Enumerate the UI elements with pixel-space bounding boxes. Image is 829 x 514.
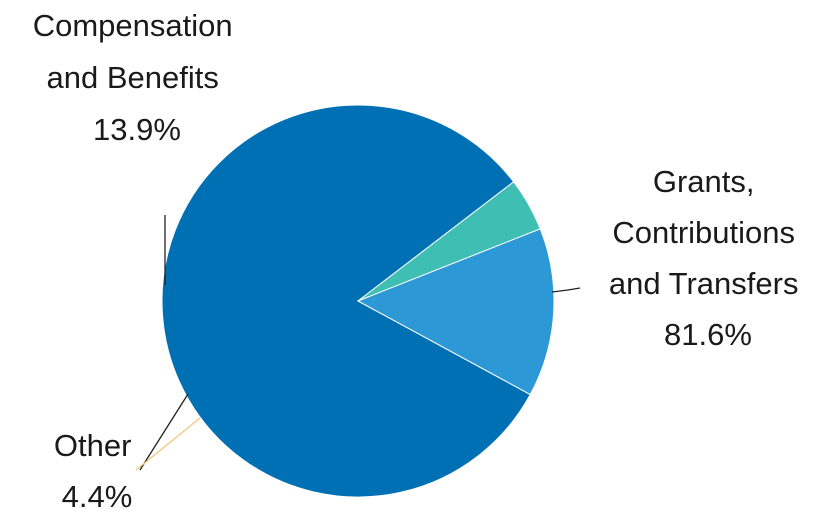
label-grants-contributions-transfers: Grants, Contributions and Transfers 81.6… xyxy=(609,164,807,352)
label-other: Other 4.4% xyxy=(54,428,140,514)
leader-line-other-accent xyxy=(135,417,201,471)
leader-line-other xyxy=(139,393,189,471)
value-label-compensation: 13.9% xyxy=(93,112,181,147)
pie-slices xyxy=(161,104,555,498)
value-label-other: 4.4% xyxy=(62,479,133,514)
leader-line-grants xyxy=(551,287,581,293)
pie-slice-compensation-and-benefits xyxy=(356,228,555,396)
label-compensation-and-benefits: Compensation and Benefits 13.9% xyxy=(33,8,242,147)
pie-slice-grants-contributions-and-transfers xyxy=(161,104,531,498)
value-label-grants: 81.6% xyxy=(664,317,752,352)
